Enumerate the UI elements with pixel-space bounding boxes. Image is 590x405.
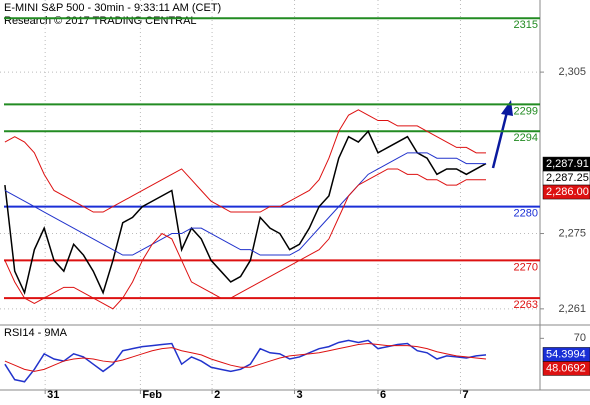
x-tick-label: 31 bbox=[47, 389, 59, 400]
level-label: 2270 bbox=[514, 261, 538, 273]
rsi-line bbox=[4, 342, 487, 372]
price-tag-label: 2,286.00 bbox=[546, 186, 589, 198]
price-line bbox=[4, 168, 486, 310]
price-line bbox=[4, 152, 486, 256]
x-tick-label: 3 bbox=[297, 389, 303, 400]
price-line bbox=[4, 129, 487, 296]
y-tick-label: 2,261 bbox=[558, 303, 586, 315]
y-tick-label: 2,275 bbox=[558, 227, 586, 239]
price-tag-label: 2,287.91 bbox=[546, 158, 589, 170]
chart-subtitle: Research © 2017 TRADING CENTRAL bbox=[4, 15, 197, 27]
price-line bbox=[4, 109, 486, 213]
price-tag bbox=[542, 361, 590, 376]
price-tag-label: 2,287.25 bbox=[546, 172, 589, 184]
price-tag-label: 48.0692 bbox=[546, 362, 586, 374]
x-tick-label: 6 bbox=[380, 389, 386, 400]
x-tick-label: 7 bbox=[462, 389, 468, 400]
level-label: 2263 bbox=[514, 299, 538, 311]
x-tick-label: Feb bbox=[142, 389, 162, 400]
rsi-title: RSI14 - 9MA bbox=[4, 327, 68, 339]
level-label: 2299 bbox=[514, 105, 538, 117]
price-tag-label: 54.3994 bbox=[546, 348, 586, 360]
y-tick-label: 2,305 bbox=[558, 66, 586, 78]
y-tick-label: 70 bbox=[574, 332, 586, 344]
level-label: 2280 bbox=[514, 208, 538, 220]
price-tag bbox=[542, 184, 590, 200]
level-label: 2294 bbox=[514, 132, 538, 144]
level-label: 2315 bbox=[514, 19, 538, 31]
chart-title: E-MINI S&P 500 - 30min - 9:33:11 AM (CET… bbox=[4, 2, 221, 14]
x-tick-label: 2 bbox=[214, 389, 220, 400]
